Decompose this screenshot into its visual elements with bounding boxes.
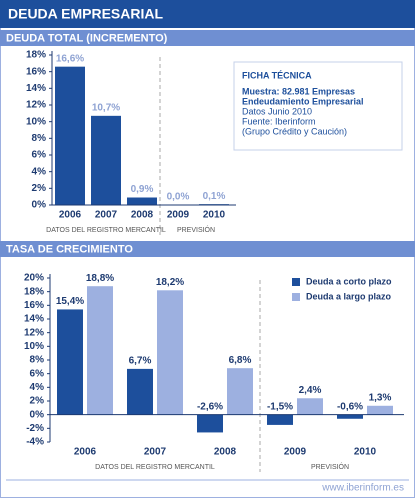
- bar: [297, 398, 323, 415]
- bar: [127, 368, 153, 415]
- x-tick-label: 2008: [214, 447, 237, 458]
- value-label: -2,6%: [197, 401, 223, 412]
- y-tick-label: 2%: [30, 396, 45, 407]
- y-tick-label: 2%: [32, 183, 47, 194]
- value-label: 0,9%: [131, 184, 154, 195]
- y-tick-label: 0%: [32, 200, 47, 211]
- value-label: 6,8%: [229, 355, 252, 366]
- y-tick-label: 12%: [26, 100, 46, 111]
- value-label: 0,0%: [167, 192, 190, 203]
- info-line: Datos Junio 2010: [242, 106, 312, 116]
- y-tick-label: 20%: [24, 273, 44, 284]
- x-tick-label: 2010: [203, 210, 226, 221]
- section-bar: [0, 241, 415, 257]
- legend-swatch: [292, 293, 300, 301]
- x-tick-label: 2007: [95, 210, 118, 221]
- x-tick-label: 2006: [74, 447, 97, 458]
- y-tick-label: 6%: [32, 150, 47, 161]
- value-label: 16,6%: [56, 53, 84, 64]
- value-label: 1,3%: [369, 392, 392, 403]
- bar: [367, 405, 393, 415]
- info-box: [233, 61, 403, 151]
- y-tick-label: 10%: [26, 116, 46, 127]
- y-tick-label: 4%: [32, 166, 47, 177]
- x-tick-label: 2006: [59, 210, 82, 221]
- info-line: (Grupo Crédito y Caución): [242, 126, 347, 136]
- x-tick-label: 2007: [144, 447, 167, 458]
- y-tick-label: 8%: [30, 355, 45, 366]
- value-label: -1,5%: [267, 401, 293, 412]
- value-label: 0,1%: [203, 191, 226, 202]
- info-line: Endeudamiento Empresarial: [242, 96, 364, 106]
- legend-swatch: [292, 278, 300, 286]
- y-tick-label: 12%: [24, 327, 44, 338]
- bar: [337, 414, 363, 419]
- y-tick-label: 6%: [30, 368, 45, 379]
- bar: [267, 414, 293, 425]
- bar: [55, 66, 85, 206]
- y-tick-label: 16%: [26, 66, 46, 77]
- x-tick-label: 2008: [131, 210, 154, 221]
- value-label: 18,2%: [156, 277, 184, 288]
- x-tick-label: 2009: [167, 210, 190, 221]
- y-tick-label: -4%: [26, 437, 44, 448]
- info-line: Fuente: Iberinform: [242, 116, 316, 126]
- info-line: Muestra: 82.981 Empresas: [242, 86, 355, 96]
- legend-label: Deuda a corto plazo: [306, 276, 392, 286]
- value-label: -0,6%: [337, 401, 363, 412]
- period-label: PREVISIÓN: [177, 225, 215, 234]
- section-title: TASA DE CRECIMIENTO: [6, 243, 133, 255]
- y-tick-label: 8%: [32, 133, 47, 144]
- value-label: 2,4%: [299, 385, 322, 396]
- bar: [91, 115, 121, 205]
- header-bar: [0, 0, 415, 28]
- section-bar: [0, 30, 415, 46]
- x-tick-label: 2010: [354, 447, 377, 458]
- y-tick-label: 14%: [26, 83, 46, 94]
- y-tick-label: 4%: [30, 382, 45, 393]
- bar: [227, 368, 253, 415]
- period-label: DATOS DEL REGISTRO MERCANTIL: [95, 464, 215, 471]
- x-tick-label: 2009: [284, 447, 307, 458]
- value-label: 15,4%: [56, 296, 84, 307]
- bar: [127, 197, 157, 205]
- bar: [197, 414, 223, 433]
- y-tick-label: 0%: [30, 409, 45, 420]
- value-label: 6,7%: [129, 356, 152, 367]
- header-title: DEUDA EMPRESARIAL: [8, 6, 163, 22]
- legend-label: Deuda a largo plazo: [306, 291, 392, 301]
- info-title: FICHA TÉCNICA: [242, 70, 312, 80]
- y-tick-label: 14%: [24, 314, 44, 325]
- bar: [87, 286, 113, 415]
- y-tick-label: 18%: [24, 286, 44, 297]
- period-label: PREVISIÓN: [311, 462, 349, 471]
- period-label: DATOS DEL REGISTRO MERCANTIL: [46, 227, 166, 234]
- section-title: DEUDA TOTAL (INCREMENTO): [6, 32, 168, 44]
- footer-url: www.iberinform.es: [321, 483, 404, 494]
- bar: [57, 309, 83, 415]
- y-tick-label: 16%: [24, 300, 44, 311]
- y-tick-label: 10%: [24, 341, 44, 352]
- value-label: 10,7%: [92, 102, 120, 113]
- value-label: 18,8%: [86, 273, 114, 284]
- bar: [157, 290, 183, 415]
- y-tick-label: 18%: [26, 50, 46, 61]
- y-tick-label: -2%: [26, 423, 44, 434]
